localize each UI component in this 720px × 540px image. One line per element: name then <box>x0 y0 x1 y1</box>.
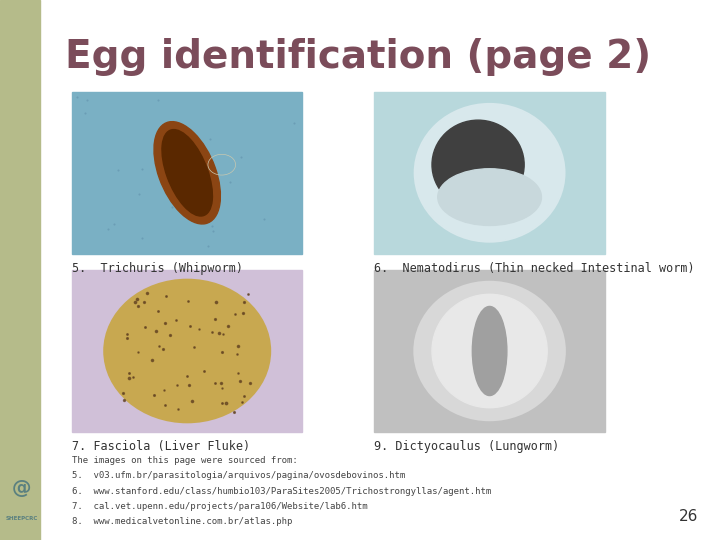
Ellipse shape <box>415 104 564 241</box>
Text: 5.  Trichuris (Whipworm): 5. Trichuris (Whipworm) <box>72 262 243 275</box>
Bar <box>72 92 302 254</box>
Text: SHEEPCRC: SHEEPCRC <box>6 516 37 521</box>
Text: @: @ <box>12 479 32 498</box>
Ellipse shape <box>432 294 547 408</box>
Text: 7.  cal.vet.upenn.edu/projects/para106/Website/lab6.htm: 7. cal.vet.upenn.edu/projects/para106/We… <box>72 502 368 511</box>
Bar <box>72 270 302 432</box>
Text: 5.  v03.ufm.br/parasitologia/arquivos/pagina/ovosdebovinos.htm: 5. v03.ufm.br/parasitologia/arquivos/pag… <box>72 471 405 481</box>
Bar <box>374 270 605 432</box>
Text: 8.  www.medicalvetonline.com.br/atlas.php: 8. www.medicalvetonline.com.br/atlas.php <box>72 517 292 526</box>
Ellipse shape <box>104 280 270 422</box>
Text: The images on this page were sourced from:: The images on this page were sourced fro… <box>72 456 298 465</box>
Text: 7. Fasciola (Liver Fluke): 7. Fasciola (Liver Fluke) <box>72 440 250 453</box>
Ellipse shape <box>438 168 541 226</box>
Text: Egg identification (page 2): Egg identification (page 2) <box>65 38 651 76</box>
Ellipse shape <box>432 120 524 209</box>
Text: 6.  Nematodirus (Thin necked Intestinal worm): 6. Nematodirus (Thin necked Intestinal w… <box>374 262 695 275</box>
Ellipse shape <box>162 130 212 216</box>
Text: 26: 26 <box>679 509 698 524</box>
Ellipse shape <box>154 122 220 224</box>
Ellipse shape <box>472 306 507 395</box>
Ellipse shape <box>415 282 564 420</box>
Bar <box>374 92 605 254</box>
Bar <box>0 0 40 540</box>
Text: 9. Dictyocaulus (Lungworm): 9. Dictyocaulus (Lungworm) <box>374 440 559 453</box>
Text: 6.  www.stanford.edu/class/humbio103/ParaSites2005/Trichostrongyllas/agent.htm: 6. www.stanford.edu/class/humbio103/Para… <box>72 487 491 496</box>
